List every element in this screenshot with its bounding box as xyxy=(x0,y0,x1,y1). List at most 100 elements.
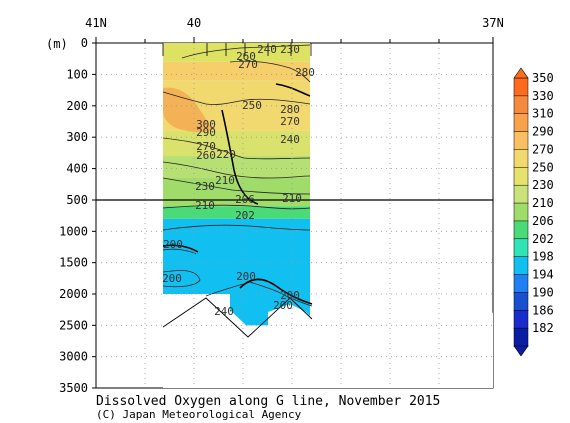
y-tick-label: 2500 xyxy=(59,318,88,332)
contour-label: 260 xyxy=(236,50,256,63)
y-tick-label: 300 xyxy=(66,130,88,144)
contour-line xyxy=(162,177,311,195)
do-deep-mask xyxy=(163,294,206,388)
colorbar-swatch xyxy=(513,292,529,312)
colorbar-level-label: 202 xyxy=(532,232,554,246)
colorbar-level-label: 290 xyxy=(532,125,554,139)
contour-label: 270 xyxy=(238,58,258,71)
do-maximum-patch xyxy=(163,87,212,133)
colorbar-level-label: 206 xyxy=(532,214,554,228)
colorbar-swatch xyxy=(513,113,529,133)
colorbar-swatch xyxy=(513,327,529,347)
x-axis: 41N 40 37N xyxy=(85,16,504,43)
y-tick-label: 3500 xyxy=(59,381,88,395)
contour-label: 280 xyxy=(295,66,315,79)
colorbar-swatch xyxy=(513,202,529,222)
y-tick-label: 2000 xyxy=(59,287,88,301)
colorbar-swatch xyxy=(513,256,529,276)
contour-line-thick xyxy=(239,278,313,305)
contour-label: 290 xyxy=(196,126,216,139)
contour-label: 240 xyxy=(214,305,234,318)
contour-line xyxy=(162,137,311,160)
y-unit-label: (m) xyxy=(46,37,68,51)
contour-label: 260 xyxy=(196,149,216,162)
do-band-250 xyxy=(163,130,310,157)
colorbar-level-label: 198 xyxy=(532,250,554,264)
y-tick-label: 400 xyxy=(66,162,88,176)
y-tick-label: 0 xyxy=(81,36,88,50)
colorbar-level-label: 186 xyxy=(532,303,554,317)
colorbar-swatch xyxy=(513,167,529,186)
colorbar-level-label: 310 xyxy=(532,107,554,121)
contour-line xyxy=(181,44,311,59)
contour-line xyxy=(162,161,311,179)
contour-line-thick xyxy=(275,83,311,97)
contour-label: 200 xyxy=(163,238,183,251)
contour-thick-lines xyxy=(162,83,313,305)
x-tick-label: 41N xyxy=(85,16,107,30)
contour-line xyxy=(162,91,311,105)
colorbar-level-label: 330 xyxy=(532,89,554,103)
colorbar-level-label: 230 xyxy=(532,178,554,192)
y-tick-label: 100 xyxy=(66,67,88,81)
contour-label: 200 xyxy=(236,270,256,283)
colorbar-swatch xyxy=(513,274,529,294)
gridlines xyxy=(96,43,493,388)
contour-label: 270 xyxy=(196,140,216,153)
do-deep-tongue xyxy=(206,294,310,388)
colorbar-top-cap xyxy=(513,67,529,79)
colorbar-level-label: 194 xyxy=(532,268,554,282)
do-band-210 xyxy=(163,178,310,207)
y-tick-label: 1000 xyxy=(59,224,88,238)
colorbar-level-label: 210 xyxy=(532,196,554,210)
contour-label: 230 xyxy=(195,180,215,193)
colorbar-level-label: 182 xyxy=(532,321,554,335)
colorbar-swatch xyxy=(513,184,529,204)
contour-line xyxy=(162,224,311,231)
section-field xyxy=(163,43,493,388)
y-axis: 0 100 200 300 400 500 1000 1500 2000 2500 3000 3500 xyxy=(59,36,96,395)
colorbar-bottom-cap xyxy=(513,345,529,357)
do-band-206 xyxy=(163,206,310,219)
chart-title: Dissolved Oxygen along G line, November … xyxy=(96,394,440,409)
contour-line-thick xyxy=(162,244,199,253)
station-ticks xyxy=(162,43,312,56)
contour-label: 250 xyxy=(242,99,262,112)
x-tick-label: 40 xyxy=(187,16,201,30)
colorbar-swatch xyxy=(513,220,529,240)
contour-line xyxy=(229,60,311,83)
colorbar-swatch xyxy=(513,95,529,115)
colorbar: 350 330 310 290 270 250 230 210 206 202 198 194 190 1… xyxy=(513,67,554,357)
colorbar-swatch xyxy=(513,149,529,169)
colorbar-swatch xyxy=(513,310,529,329)
colorbar-swatch xyxy=(513,77,529,97)
contour-line xyxy=(162,270,201,288)
contour-label: 270 xyxy=(280,115,300,128)
x-tick-label: 37N xyxy=(482,16,504,30)
colorbar-level-label: 250 xyxy=(532,160,554,174)
y-tick-label: 1500 xyxy=(59,256,88,270)
colorbar-level-label: 270 xyxy=(532,142,554,156)
contour-label: 240 xyxy=(257,43,277,56)
contour-label: 240 xyxy=(280,133,300,146)
contour-label: 210 xyxy=(215,174,235,187)
colorbar-level-label: 350 xyxy=(532,71,554,85)
do-band-230 xyxy=(163,156,310,179)
contour-line-thick xyxy=(221,109,259,205)
contour-label: 210 xyxy=(282,192,302,205)
contour-line xyxy=(205,281,313,307)
do-outside-mask xyxy=(310,312,493,388)
contour-label: 206 xyxy=(235,193,255,206)
contour-label: 300 xyxy=(196,118,216,131)
contour-label: 210 xyxy=(195,199,215,212)
contour-lines xyxy=(162,44,313,307)
colorbar-swatch xyxy=(513,131,529,151)
colorbar-level-label: 190 xyxy=(532,285,554,299)
contour-label: 280 xyxy=(280,103,300,116)
seafloor-outline xyxy=(162,297,313,338)
credit-text: (C) Japan Meteorological Agency xyxy=(96,408,302,421)
contour-label: 200 xyxy=(280,289,300,302)
contour-label: 200 xyxy=(162,272,182,285)
